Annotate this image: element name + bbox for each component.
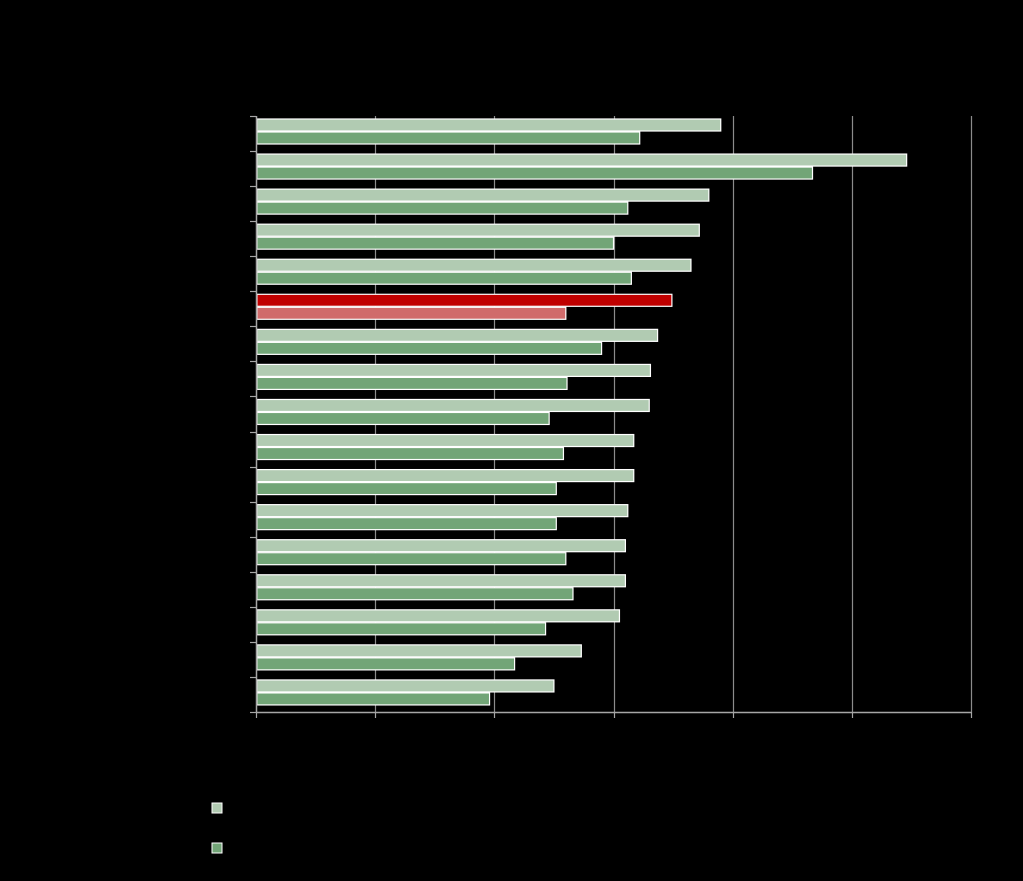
legend-marker-2 (211, 842, 223, 854)
bar-3-series-1 (256, 188, 710, 202)
bar-4-series-1 (256, 223, 700, 237)
bar-17-series-2 (256, 692, 491, 706)
bar-13-series-2 (256, 552, 567, 566)
legend (211, 802, 223, 854)
bar-2-series-1 (256, 153, 908, 167)
legend-marker-1 (211, 802, 223, 814)
bar-9-series-2 (256, 411, 550, 426)
bar-6-series-1 (256, 293, 673, 307)
bar-1-series-1 (256, 118, 722, 132)
bar-11-series-1 (256, 468, 635, 483)
bar-4-series-2 (256, 236, 615, 250)
bar-1-series-2 (256, 131, 641, 145)
bar-2-series-2 (256, 166, 814, 180)
bar-10-series-2 (256, 446, 565, 461)
bar-15-series-2 (256, 622, 547, 636)
bar-7-series-2 (256, 341, 603, 355)
bar-10-series-1 (256, 433, 635, 448)
bar-8-series-2 (256, 376, 568, 391)
bar-12-series-2 (256, 517, 557, 531)
bar-11-series-2 (256, 481, 557, 496)
bar-5-series-2 (256, 271, 632, 285)
bar-6-series-2 (256, 306, 567, 320)
bar-8-series-1 (256, 363, 652, 378)
bar-12-series-1 (256, 504, 629, 518)
bar-9-series-1 (256, 398, 650, 413)
bar-5-series-1 (256, 258, 692, 272)
bar-14-series-1 (256, 574, 627, 588)
bar-15-series-1 (256, 609, 621, 623)
bar-3-series-2 (256, 201, 629, 215)
bar-13-series-1 (256, 539, 627, 553)
bar-7-series-1 (256, 328, 659, 342)
bar-16-series-1 (256, 644, 582, 658)
bar-17-series-1 (256, 679, 555, 693)
bar-14-series-2 (256, 587, 574, 601)
bar-16-series-2 (256, 657, 516, 671)
axes (250, 115, 973, 718)
